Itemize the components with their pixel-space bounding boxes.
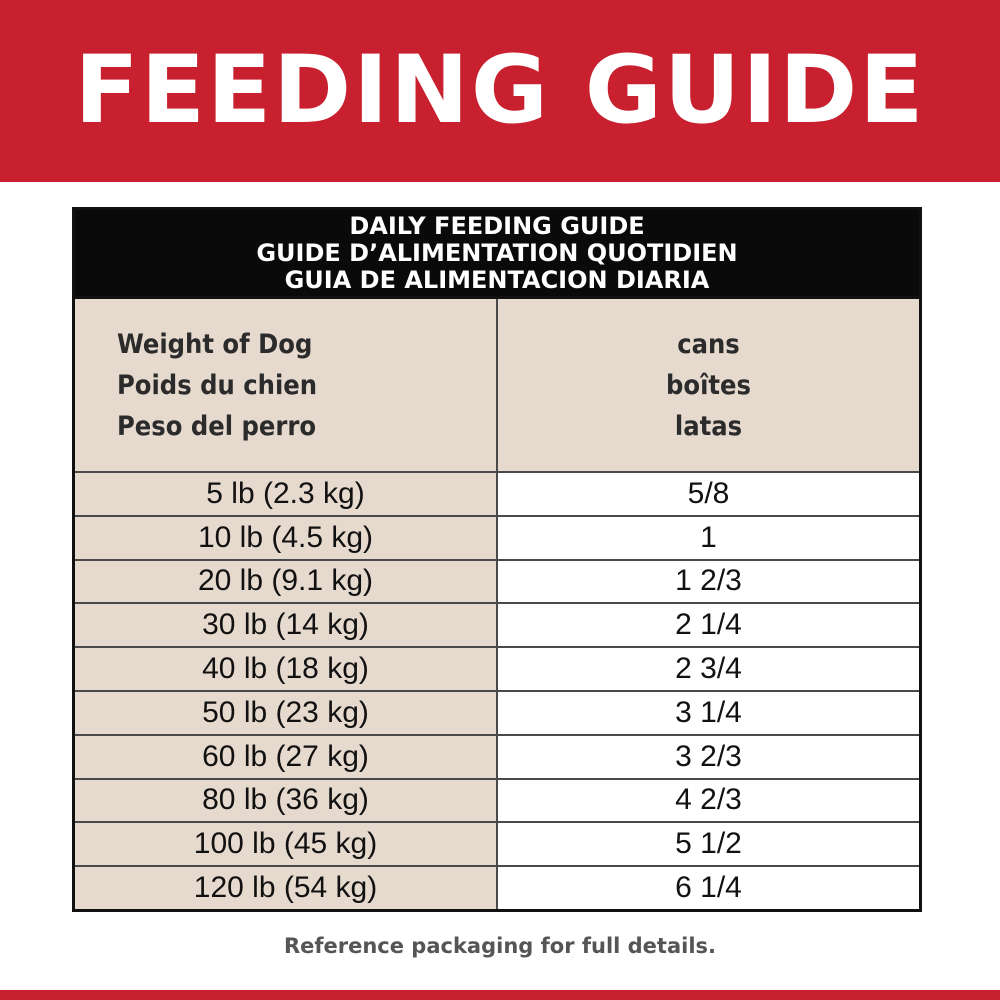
cans-cell: 5 1/2 xyxy=(497,822,921,868)
cans-cell: 1 xyxy=(497,515,921,561)
table-title: DAILY FEEDING GUIDE GUIDE D’ALIMENTATION… xyxy=(73,208,921,299)
table-row: 120 lb (54 kg) 6 1/4 xyxy=(73,866,921,911)
cans-cell: 1 2/3 xyxy=(497,559,921,605)
table-row: 50 lb (23 kg) 3 1/4 xyxy=(73,690,921,736)
feeding-table: DAILY FEEDING GUIDE GUIDE D’ALIMENTATION… xyxy=(72,207,922,912)
cans-header-en: cans xyxy=(677,328,740,360)
cans-column-header: cans boîtes latas xyxy=(497,297,921,473)
weight-cell: 40 lb (18 kg) xyxy=(73,647,498,692)
weight-header-fr: Poids du chien xyxy=(117,369,318,401)
weight-column-header: Weight of Dog Poids du chien Peso del pe… xyxy=(73,297,498,473)
table-row: 80 lb (36 kg) 4 2/3 xyxy=(73,778,921,824)
bottom-accent-bar xyxy=(0,990,1000,1000)
table-title-en: DAILY FEEDING GUIDE xyxy=(349,211,645,240)
table-row: 20 lb (9.1 kg) 1 2/3 xyxy=(73,559,921,605)
weight-header-es: Peso del perro xyxy=(117,410,317,442)
weight-header-en: Weight of Dog xyxy=(117,328,313,360)
table-row: 10 lb (4.5 kg) 1 xyxy=(73,515,921,561)
header-banner: FEEDING GUIDE xyxy=(0,0,1000,182)
table-row: 60 lb (27 kg) 3 2/3 xyxy=(73,734,921,780)
cans-cell: 5/8 xyxy=(497,472,921,517)
table-row: 30 lb (14 kg) 2 1/4 xyxy=(73,603,921,649)
cans-header-es: latas xyxy=(674,410,743,442)
table-title-es: GUIA DE ALIMENTACION DIARIA xyxy=(284,265,710,294)
footer-note: Reference packaging for full details. xyxy=(283,934,717,958)
weight-cell: 5 lb (2.3 kg) xyxy=(73,472,498,517)
cans-header-fr: boîtes xyxy=(666,369,751,401)
weight-cell: 10 lb (4.5 kg) xyxy=(73,515,498,561)
table-row: 40 lb (18 kg) 2 3/4 xyxy=(73,647,921,692)
table-title-fr: GUIDE D’ALIMENTATION QUOTIDIEN xyxy=(256,238,738,267)
cans-cell: 2 1/4 xyxy=(497,603,921,649)
column-header-row: Weight of Dog Poids du chien Peso del pe… xyxy=(73,297,921,473)
weight-cell: 50 lb (23 kg) xyxy=(73,690,498,736)
banner-title: FEEDING GUIDE xyxy=(74,36,926,145)
table-title-row: DAILY FEEDING GUIDE GUIDE D’ALIMENTATION… xyxy=(73,208,921,299)
weight-cell: 60 lb (27 kg) xyxy=(73,734,498,780)
cans-cell: 6 1/4 xyxy=(497,866,921,911)
cans-cell: 4 2/3 xyxy=(497,778,921,824)
weight-cell: 100 lb (45 kg) xyxy=(73,822,498,868)
weight-cell: 30 lb (14 kg) xyxy=(73,603,498,649)
table-row: 5 lb (2.3 kg) 5/8 xyxy=(73,472,921,517)
weight-cell: 20 lb (9.1 kg) xyxy=(73,559,498,605)
weight-cell: 80 lb (36 kg) xyxy=(73,778,498,824)
table-row: 100 lb (45 kg) 5 1/2 xyxy=(73,822,921,868)
weight-cell: 120 lb (54 kg) xyxy=(73,866,498,911)
cans-cell: 3 2/3 xyxy=(497,734,921,780)
cans-cell: 3 1/4 xyxy=(497,690,921,736)
cans-cell: 2 3/4 xyxy=(497,647,921,692)
